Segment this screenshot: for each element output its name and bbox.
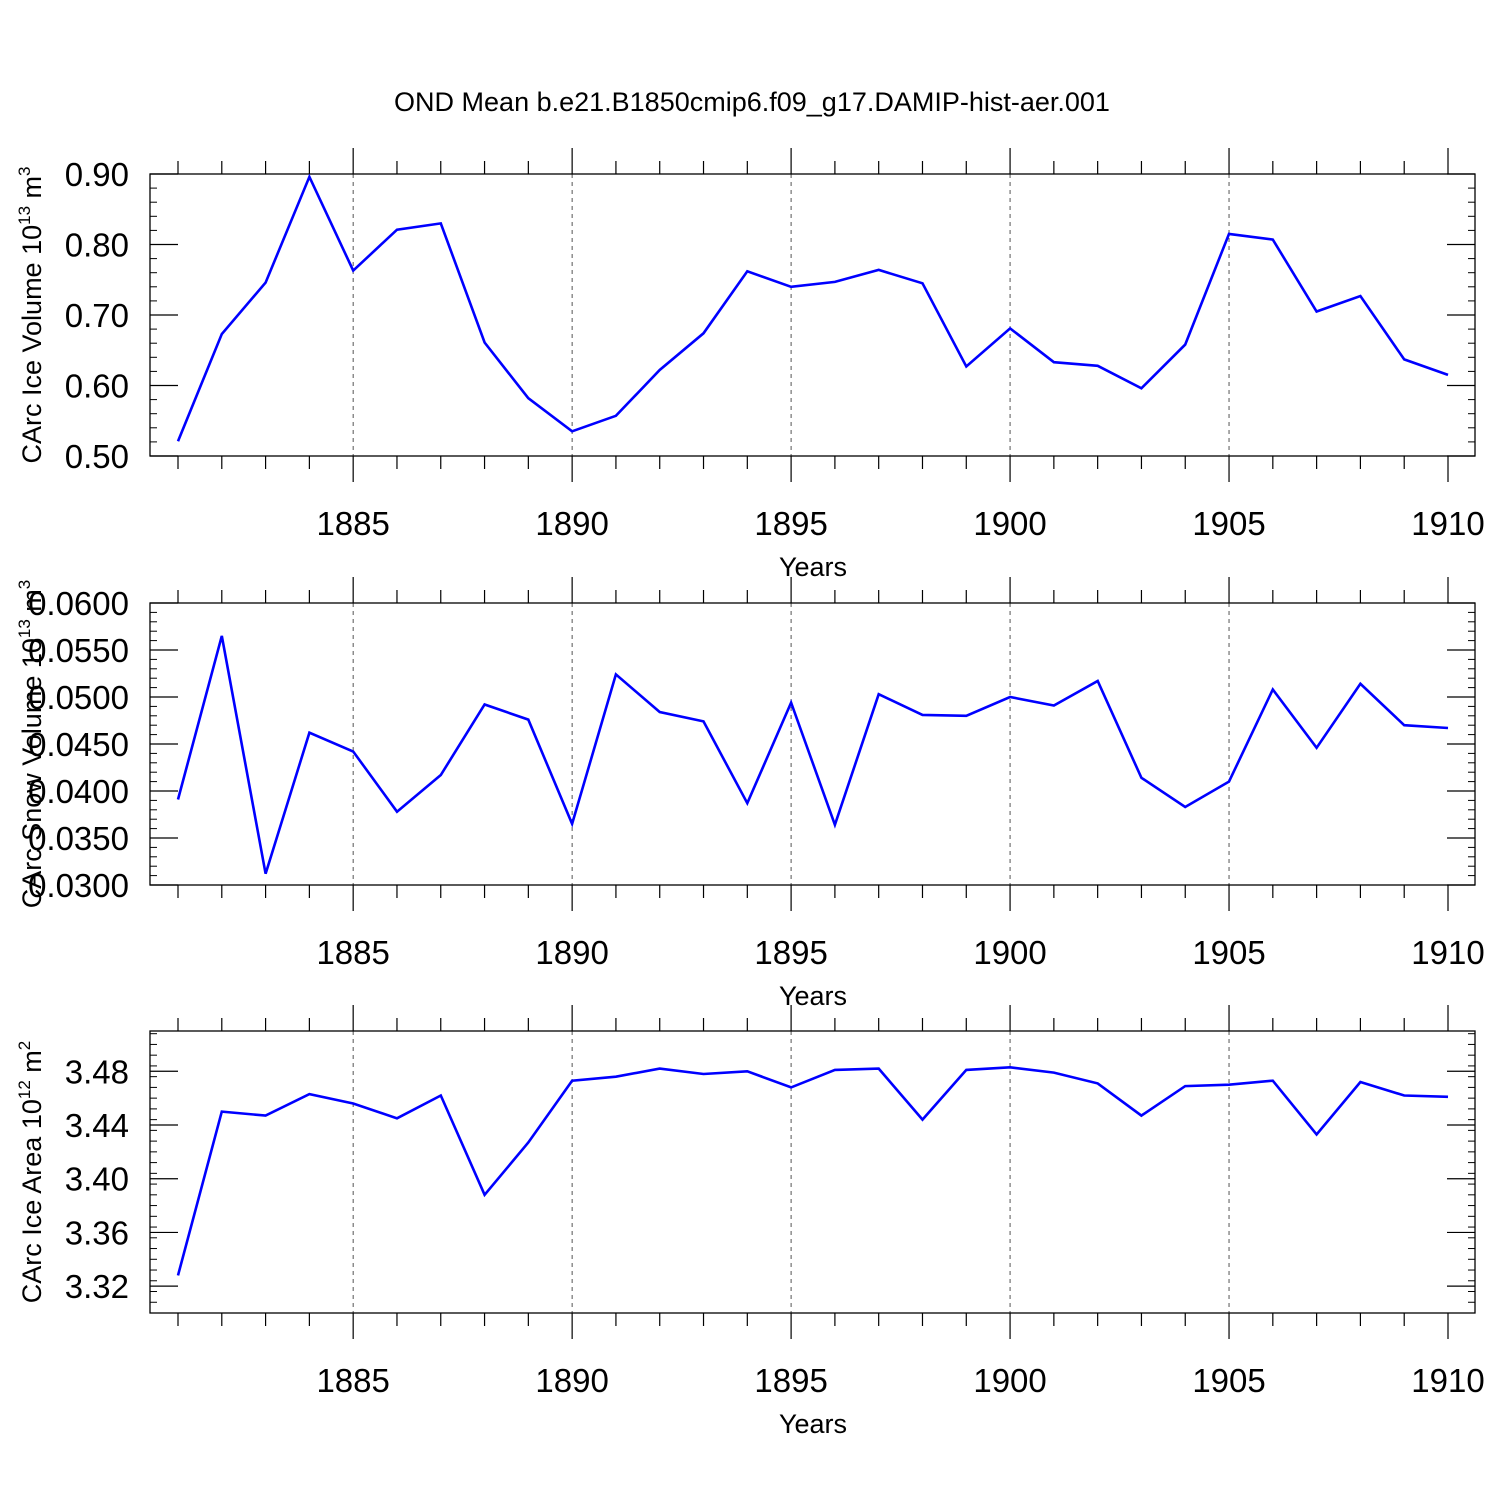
y-axis-label-unit-exponent: 3	[15, 580, 34, 589]
x-tick-label: 1890	[535, 1362, 608, 1399]
y-axis-label-unit: m	[17, 176, 47, 206]
y-tick-label: 3.48	[65, 1053, 129, 1090]
series-line	[178, 1067, 1448, 1275]
plot-frame	[150, 603, 1475, 885]
panel-1: 0.50 0.60 0.70 0.80 0.90 1885 1890 1895 1900 1905…	[15, 148, 1485, 582]
x-tick-label: 1885	[316, 1362, 389, 1399]
y-tick-label: 3.36	[65, 1214, 129, 1251]
y-axis-label-unit-exponent: 2	[15, 1041, 34, 1050]
y-axis-label-unit: m	[17, 1050, 47, 1080]
series-line	[178, 636, 1448, 874]
y-axis-label: CArc Ice Area 1012 m2	[15, 1041, 47, 1304]
y-tick-label: 0.70	[65, 297, 129, 334]
y-tick-label: 3.44	[65, 1107, 129, 1144]
y-tick-label: 3.32	[65, 1268, 129, 1305]
x-tick-label: 1910	[1411, 1362, 1484, 1399]
x-tick-label: 1890	[535, 505, 608, 542]
y-axis-label-unit-exponent: 3	[15, 166, 34, 175]
x-tick-label: 1900	[973, 1362, 1046, 1399]
x-tick-label: 1910	[1411, 934, 1484, 971]
x-tick-label: 1905	[1192, 1362, 1265, 1399]
x-tick-label: 1895	[754, 505, 827, 542]
panel-2: 0.03000.03500.04000.04500.05000.05500.06…	[15, 577, 1485, 1011]
x-tick-label: 1910	[1411, 505, 1484, 542]
x-tick-label: 1905	[1192, 934, 1265, 971]
x-axis-label: Years	[779, 1409, 847, 1439]
y-axis-label-exponent: 12	[15, 1080, 34, 1099]
x-tick-label: 1900	[973, 505, 1046, 542]
plot-frame	[150, 174, 1475, 456]
y-axis-label-exponent: 13	[15, 619, 34, 638]
y-axis-label: CArc Ice Volume 1013 m3	[15, 166, 47, 463]
y-tick-label: 3.40	[65, 1161, 129, 1198]
x-axis-label: Years	[779, 981, 847, 1011]
y-tick-label: 0.50	[65, 438, 129, 475]
x-tick-label: 1905	[1192, 505, 1265, 542]
x-axis-label: Years	[779, 552, 847, 582]
x-tick-label: 1885	[316, 934, 389, 971]
y-tick-label: 0.90	[65, 156, 129, 193]
y-axis-label-text: CArc Ice Area 10	[17, 1099, 47, 1303]
panel-3: 3.32 3.36 3.40 3.44 3.48 1885 1890 1895 1900 1905…	[15, 1005, 1485, 1439]
y-tick-label: 0.80	[65, 227, 129, 264]
y-axis-label-text: CArc Snow Volume 10	[17, 638, 47, 908]
y-axis-label-unit: m	[17, 589, 47, 619]
x-tick-label: 1895	[754, 1362, 827, 1399]
y-axis-label: CArc Snow Volume 1013 m3	[15, 580, 47, 909]
x-tick-label: 1900	[973, 934, 1046, 971]
x-tick-label: 1885	[316, 505, 389, 542]
y-tick-label: 0.60	[65, 368, 129, 405]
x-tick-label: 1890	[535, 934, 608, 971]
series-line	[178, 177, 1448, 441]
chart-title: OND Mean b.e21.B1850cmip6.f09_g17.DAMIP-…	[394, 87, 1110, 117]
x-tick-label: 1895	[754, 934, 827, 971]
plot-frame	[150, 1031, 1475, 1313]
y-axis-label-text: CArc Ice Volume 10	[17, 225, 47, 464]
y-axis-label-exponent: 13	[15, 206, 34, 225]
